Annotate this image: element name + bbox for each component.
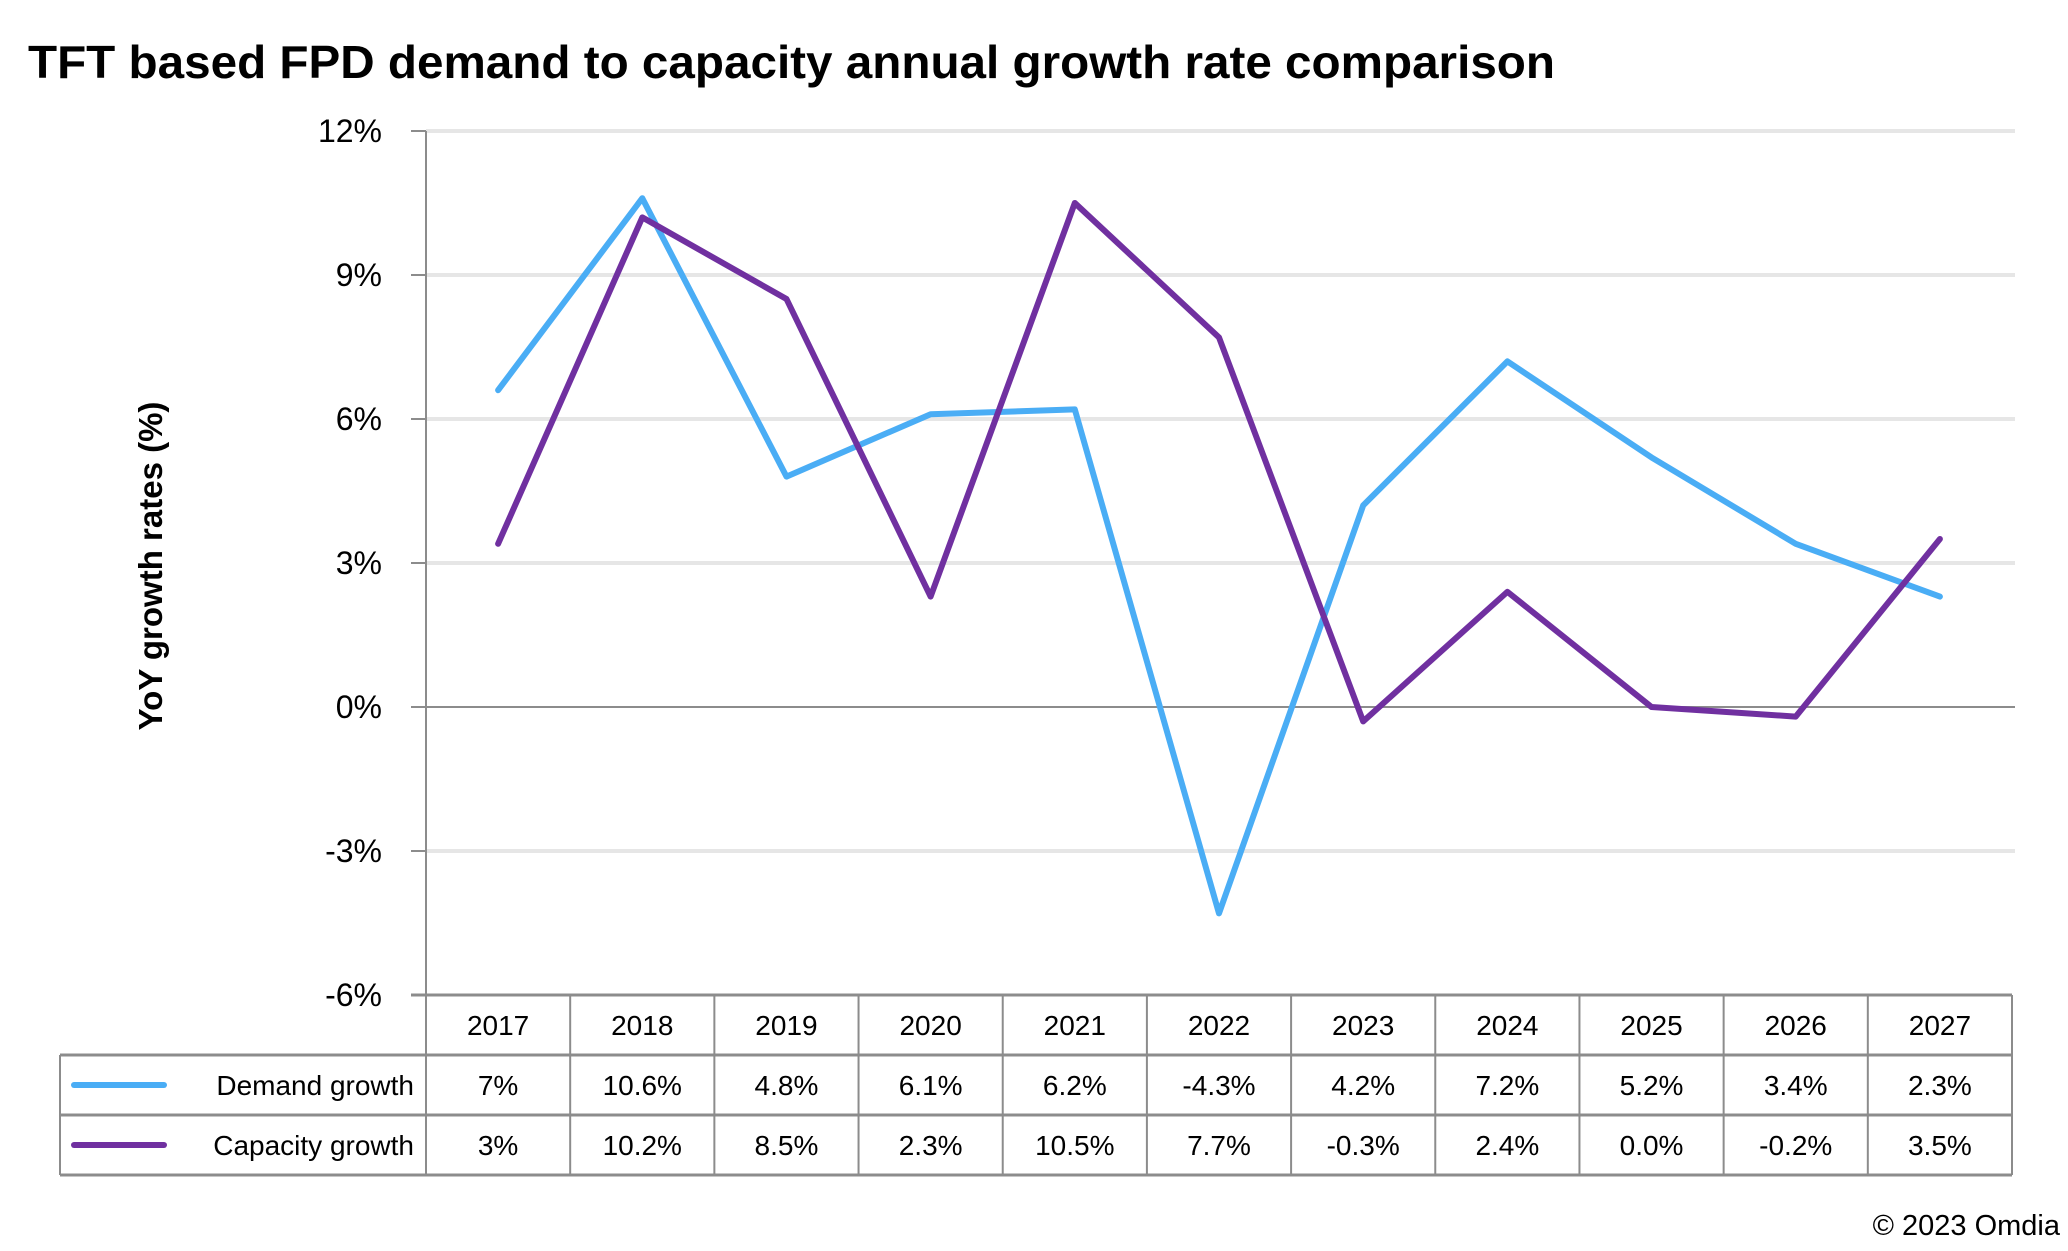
table-value-cell: 4.2%	[1331, 1070, 1395, 1101]
series-lines	[495, 195, 1943, 917]
x-category-label: 2026	[1765, 1010, 1827, 1041]
y-tick-label: 12%	[318, 113, 382, 149]
x-category-label: 2020	[899, 1010, 961, 1041]
legend-label: Demand growth	[216, 1070, 414, 1101]
table-value-cell: 8.5%	[755, 1130, 819, 1161]
x-category-label: 2017	[467, 1010, 529, 1041]
table-value-cell: 2.3%	[899, 1130, 963, 1161]
table-value-cell: 5.2%	[1620, 1070, 1684, 1101]
table-value-cell: 10.2%	[603, 1130, 682, 1161]
table-value-cell: 2.3%	[1908, 1070, 1972, 1101]
gridlines	[426, 129, 2015, 853]
x-category-label: 2019	[755, 1010, 817, 1041]
table-value-cell: 3%	[478, 1130, 518, 1161]
y-tick-label: 3%	[336, 545, 382, 581]
legend-label: Capacity growth	[213, 1130, 414, 1161]
table-value-cell: 6.2%	[1043, 1070, 1107, 1101]
table-value-cell: 3.5%	[1908, 1130, 1972, 1161]
y-tick-label: -3%	[325, 833, 382, 869]
x-category-label: 2018	[611, 1010, 673, 1041]
y-axis-ticks: 12% 9% 6% 3% 0% -3% -6%	[318, 113, 426, 1013]
y-tick-label: 6%	[336, 401, 382, 437]
x-category-label: 2022	[1188, 1010, 1250, 1041]
x-category-label: 2025	[1620, 1010, 1682, 1041]
y-tick-label: -6%	[325, 977, 382, 1013]
table-value-cell: 0.0%	[1620, 1130, 1684, 1161]
table-value-cell: 7.2%	[1475, 1070, 1539, 1101]
table-value-cell: 2.4%	[1475, 1130, 1539, 1161]
table-value-cell: 7.7%	[1187, 1130, 1251, 1161]
x-category-label: 2027	[1909, 1010, 1971, 1041]
table-value-cell: -0.2%	[1759, 1130, 1832, 1161]
x-category-label: 2021	[1044, 1010, 1106, 1041]
table-value-cell: 6.1%	[899, 1070, 963, 1101]
table-value-cell: -0.3%	[1327, 1130, 1400, 1161]
capacity-growth-line	[495, 200, 1943, 725]
demand-growth-line	[495, 195, 1943, 917]
copyright: © 2023 Omdia	[1873, 1210, 2061, 1242]
table-value-cell: 4.8%	[755, 1070, 819, 1101]
table-value-cell: 7%	[478, 1070, 518, 1101]
x-category-label: 2023	[1332, 1010, 1394, 1041]
data-table: 2017 2018 2019 2020 2021 2022 2023 2024 2025 2026…	[59, 993, 2013, 1177]
x-category-label: 2024	[1476, 1010, 1538, 1041]
y-axis-label: YoY growth rates (%)	[132, 402, 169, 731]
table-value-cell: 10.5%	[1035, 1130, 1114, 1161]
table-value-cell: -4.3%	[1182, 1070, 1255, 1101]
table-value-cell: 10.6%	[603, 1070, 682, 1101]
y-tick-label: 9%	[336, 257, 382, 293]
chart-title: TFT based FPD demand to capacity annual …	[28, 36, 1555, 88]
y-tick-label: 0%	[336, 689, 382, 725]
table-value-cell: 3.4%	[1764, 1070, 1828, 1101]
